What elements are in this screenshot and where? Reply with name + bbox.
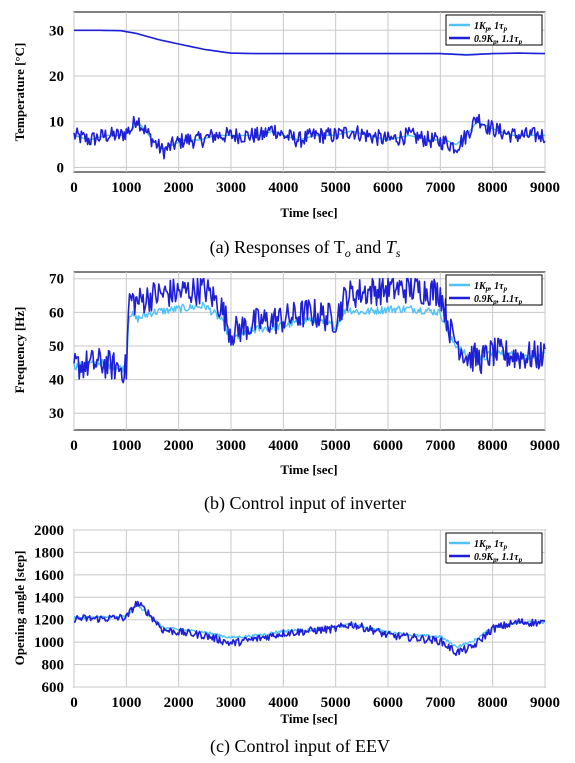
- y-tick-label: 0: [57, 160, 65, 176]
- y-axis-label: Opening angle [step]: [12, 551, 27, 666]
- series-lines: [73, 277, 546, 384]
- y-tick-label: 1800: [34, 545, 64, 561]
- y-axis-label: Frequency [Hz]: [12, 307, 27, 394]
- grid: [73, 272, 546, 430]
- y-tick-label: 40: [49, 373, 64, 389]
- grid: [73, 529, 546, 688]
- series-line-2: [73, 113, 546, 160]
- caption: (c) Control input of EEV: [210, 736, 390, 757]
- x-tick-label: 9000: [530, 438, 560, 454]
- y-tick-labels: 30 40 50 60 70: [49, 272, 64, 422]
- legend-label-2: 0.9Kp, 1.1τp: [474, 552, 523, 564]
- series-line-2: [73, 277, 546, 384]
- y-tick-label: 20: [49, 69, 64, 85]
- x-tick-label: 8000: [478, 438, 508, 454]
- x-tick-label: 2000: [164, 438, 194, 454]
- y-tick-label: 1400: [34, 590, 64, 606]
- y-tick-label: 800: [42, 658, 65, 674]
- x-tick-label: 3000: [216, 695, 246, 711]
- series-lines: [73, 600, 546, 657]
- x-tick-label: 0: [70, 438, 78, 454]
- x-tick-label: 6000: [373, 438, 403, 454]
- legend-label-2: 0.9Kp, 1.1τp: [474, 294, 523, 306]
- series-lines: [73, 29, 546, 160]
- x-tick-label: 7000: [425, 438, 455, 454]
- x-tick-label: 4000: [268, 180, 298, 196]
- x-tick-label: 9000: [530, 180, 560, 196]
- x-tick-label: 6000: [373, 180, 403, 196]
- series-line-2: [73, 600, 546, 657]
- y-tick-label: 30: [49, 23, 64, 39]
- y-tick-label: 600: [42, 680, 65, 696]
- x-tick-label: 6000: [373, 695, 403, 711]
- x-tick-label: 1000: [111, 438, 141, 454]
- y-tick-label: 70: [49, 272, 64, 288]
- x-axis-label: Time [sec]: [280, 711, 337, 726]
- caption-sub: o: [345, 246, 351, 260]
- x-tick-labels: 0 1000 2000 3000 4000 5000 6000 7000 8000 9000: [70, 695, 560, 711]
- x-tick-label: 3000: [216, 438, 246, 454]
- y-tick-label: 1200: [34, 613, 64, 629]
- x-tick-label: 5000: [321, 695, 351, 711]
- caption-text: (a) Responses of T: [210, 237, 345, 258]
- series-line-2: [74, 29, 546, 56]
- caption: (b) Control input of inverter: [204, 493, 406, 514]
- panel-temperature: 0 1000 2000 3000 4000 5000 6000 7000 8000 9000 0 1…: [12, 11, 560, 260]
- caption-t2: T: [386, 237, 398, 257]
- caption-mid: and: [351, 237, 386, 257]
- y-tick-labels: 600 800 1000 1200 1400 1600 1800 2000: [34, 523, 64, 696]
- x-tick-label: 1000: [111, 180, 141, 196]
- y-tick-label: 60: [49, 305, 64, 321]
- x-tick-label: 5000: [321, 438, 351, 454]
- x-tick-label: 5000: [321, 180, 351, 196]
- x-tick-label: 8000: [478, 695, 508, 711]
- legend-box: [445, 14, 543, 46]
- x-tick-label: 9000: [530, 695, 560, 711]
- x-tick-labels: 0 1000 2000 3000 4000 5000 6000 7000 8000 9000: [70, 438, 560, 454]
- x-tick-label: 8000: [478, 180, 508, 196]
- x-tick-label: 3000: [216, 180, 246, 196]
- legend-label-1: 1Kp, 1τp: [474, 281, 508, 293]
- y-axis-label: Temperature [°C]: [12, 43, 27, 142]
- y-tick-label: 1600: [34, 568, 64, 584]
- y-tick-labels: 0 10 20 30: [49, 23, 64, 176]
- y-tick-label: 1000: [34, 635, 64, 651]
- x-tick-label: 7000: [425, 695, 455, 711]
- x-tick-label: 0: [70, 695, 78, 711]
- x-tick-label: 2000: [164, 695, 194, 711]
- x-axis-label: Time [sec]: [280, 462, 337, 477]
- caption-sub2: s: [396, 246, 401, 260]
- legend-box: [445, 274, 543, 306]
- y-tick-label: 10: [49, 115, 64, 131]
- x-tick-label: 2000: [164, 180, 194, 196]
- caption: (a) Responses of To and Ts: [210, 237, 401, 260]
- legend-label-1: 1Kp, 1τp: [474, 21, 508, 33]
- x-axis-label: Time [sec]: [280, 205, 337, 220]
- legend-label-2: 0.9Kp, 1.1τp: [474, 34, 523, 46]
- x-tick-label: 4000: [268, 438, 298, 454]
- legend-box: [445, 532, 543, 564]
- y-tick-label: 30: [49, 406, 64, 422]
- x-tick-labels: 0 1000 2000 3000 4000 5000 6000 7000 8000 9000: [70, 180, 560, 196]
- legend-label-1: 1Kp, 1τp: [474, 539, 508, 551]
- x-tick-label: 4000: [268, 695, 298, 711]
- panel-opening-angle: 0 1000 2000 3000 4000 5000 6000 7000 8000 9000 60…: [12, 523, 560, 757]
- panel-frequency: 0 1000 2000 3000 4000 5000 6000 7000 8000 9000 30…: [12, 271, 560, 514]
- y-tick-label: 50: [49, 339, 64, 355]
- x-tick-label: 1000: [111, 695, 141, 711]
- x-tick-label: 7000: [425, 180, 455, 196]
- y-tick-label: 2000: [34, 523, 64, 539]
- x-tick-label: 0: [70, 180, 78, 196]
